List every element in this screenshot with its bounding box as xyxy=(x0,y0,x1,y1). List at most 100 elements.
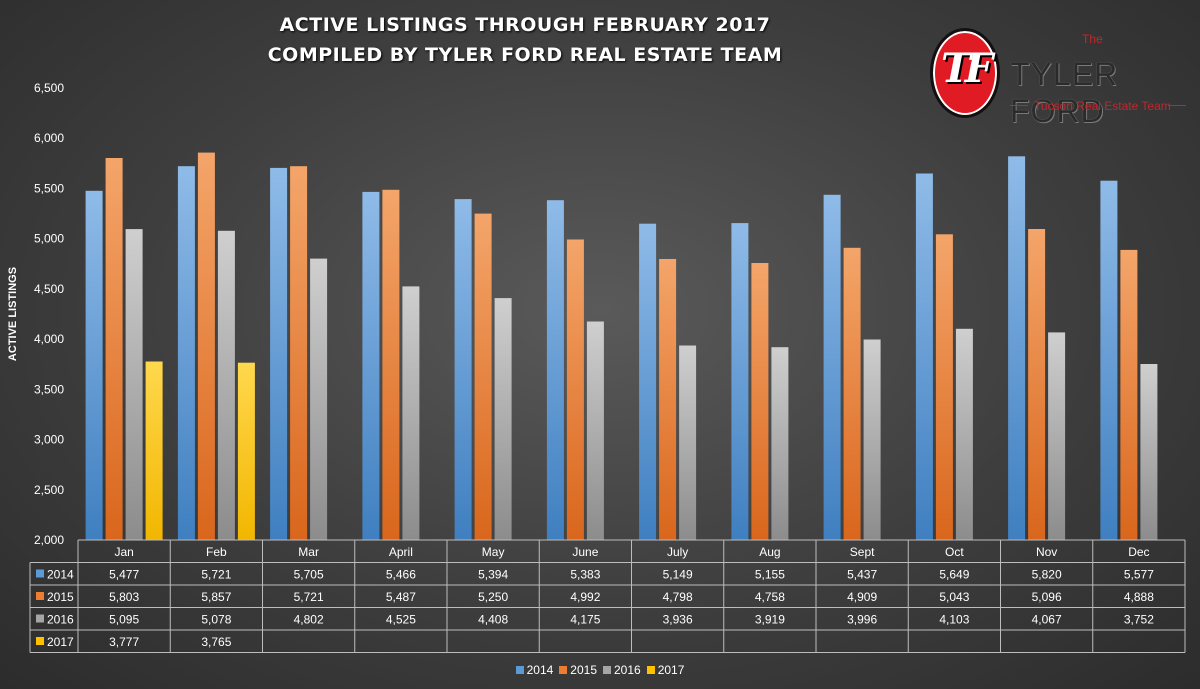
bar-2015-June xyxy=(566,239,584,540)
data-label: 4,067 xyxy=(1032,613,1062,627)
bar-2016-April xyxy=(402,286,420,540)
logo-name: TYLER FORD xyxy=(1010,56,1119,129)
category-label: Feb xyxy=(206,545,227,559)
bar-2016-June xyxy=(586,321,604,540)
category-label: Jan xyxy=(114,545,133,559)
bar-2015-Jan xyxy=(105,158,123,540)
data-label: 5,705 xyxy=(294,568,324,582)
data-label: 5,857 xyxy=(201,590,231,604)
bar-2016-Dec xyxy=(1140,364,1158,540)
bar-2016-Feb xyxy=(217,230,235,541)
bar-2016-May xyxy=(494,298,512,540)
data-label: 5,394 xyxy=(478,568,508,582)
y-tick-label: 4,000 xyxy=(34,332,64,346)
data-label: 4,103 xyxy=(939,613,969,627)
y-tick-label: 5,500 xyxy=(34,181,64,195)
legend-key-2017 xyxy=(36,637,44,645)
bar-2014-Oct xyxy=(915,173,933,540)
logo-rule-right xyxy=(1168,105,1186,106)
bar-2015-Sept xyxy=(843,247,861,541)
data-label: 3,936 xyxy=(663,613,693,627)
category-label: Nov xyxy=(1036,545,1057,559)
bar-2015-Nov xyxy=(1028,229,1046,540)
bar-2014-Aug xyxy=(731,223,749,540)
data-label: 5,577 xyxy=(1124,568,1154,582)
legend-item-2016: 2016 xyxy=(603,663,641,677)
data-label: 5,477 xyxy=(109,568,139,582)
bar-2015-April xyxy=(382,189,400,541)
y-tick-label: 2,500 xyxy=(34,483,64,497)
category-label: July xyxy=(667,545,688,559)
chart-title: ACTIVE LISTINGS THROUGH FEBRUARY 2017 xyxy=(279,14,771,36)
legend-swatch xyxy=(515,666,524,674)
data-label: 4,909 xyxy=(847,590,877,604)
bar-2016-Sept xyxy=(863,339,881,540)
category-label: April xyxy=(389,545,413,559)
data-label: 4,175 xyxy=(570,613,600,627)
legend-swatch xyxy=(559,666,568,674)
data-label: 3,752 xyxy=(1124,613,1154,627)
data-label: 5,437 xyxy=(847,568,877,582)
series-name: 2014 xyxy=(47,568,74,582)
logo-rule-left xyxy=(1010,105,1028,106)
data-label: 4,758 xyxy=(755,590,785,604)
data-label: 4,992 xyxy=(570,590,600,604)
bar-2014-Jan xyxy=(85,190,103,541)
logo-emblem: TF xyxy=(930,28,1000,118)
data-label: 3,777 xyxy=(109,635,139,649)
legend-label: 2016 xyxy=(614,663,641,677)
category-label: Aug xyxy=(759,545,780,559)
data-label: 5,383 xyxy=(570,568,600,582)
data-label: 4,888 xyxy=(1124,590,1154,604)
data-label: 3,996 xyxy=(847,613,877,627)
legend-swatch xyxy=(603,666,611,674)
bar-2016-July xyxy=(679,345,697,540)
legend-label: 2017 xyxy=(657,663,685,677)
bar-2014-Nov xyxy=(1008,156,1026,541)
legend-key-2014 xyxy=(36,569,44,578)
bar-2014-April xyxy=(362,191,380,540)
category-label: Dec xyxy=(1128,545,1149,559)
legend-swatch xyxy=(646,666,655,674)
chart-subtitle: COMPILED BY TYLER FORD REAL ESTATE TEAM xyxy=(267,44,783,66)
category-label: Oct xyxy=(945,545,964,559)
category-label: May xyxy=(482,545,505,559)
y-tick-label: 3,000 xyxy=(34,433,64,447)
data-label: 3,765 xyxy=(201,635,231,649)
data-label: 4,525 xyxy=(386,613,416,627)
data-label: 5,820 xyxy=(1032,568,1062,582)
y-tick-label: 2,000 xyxy=(34,533,64,547)
data-label: 4,798 xyxy=(663,590,693,604)
logo-monogram: TF xyxy=(941,45,993,92)
bar-2014-June xyxy=(546,200,564,540)
data-label: 5,803 xyxy=(109,590,139,604)
bar-2015-Dec xyxy=(1120,249,1138,540)
y-tick-label: 5,000 xyxy=(34,232,64,246)
data-label: 5,721 xyxy=(201,568,231,582)
tyler-ford-logo: TF The TYLER FORD Tucson Real Estate Tea… xyxy=(930,28,1190,129)
data-label: 5,250 xyxy=(478,590,508,604)
bar-2014-Dec xyxy=(1100,180,1118,540)
data-label: 4,802 xyxy=(294,613,324,627)
data-label: 5,487 xyxy=(386,590,416,604)
legend-key-2016 xyxy=(36,614,44,623)
data-label: 3,919 xyxy=(755,613,785,627)
data-label: 5,155 xyxy=(755,568,785,582)
legend: 2014 2015 2016 2017 xyxy=(0,663,1200,677)
bar-2017-Jan xyxy=(145,361,163,540)
y-tick-label: 6,500 xyxy=(34,81,64,95)
data-label: 5,095 xyxy=(109,613,139,627)
bar-2016-Nov xyxy=(1048,332,1066,540)
y-tick-label: 4,500 xyxy=(34,282,64,296)
bar-2015-Feb xyxy=(197,152,215,540)
data-label: 5,096 xyxy=(1032,590,1062,604)
bar-2015-Oct xyxy=(935,234,953,541)
legend-item-2017: 2017 xyxy=(646,663,685,677)
y-tick-label: 6,000 xyxy=(34,131,64,145)
data-label: 5,149 xyxy=(663,568,693,582)
bar-2014-Sept xyxy=(823,194,841,541)
category-label: Mar xyxy=(298,545,319,559)
data-label: 5,649 xyxy=(939,568,969,582)
bar-2016-Jan xyxy=(125,229,143,540)
